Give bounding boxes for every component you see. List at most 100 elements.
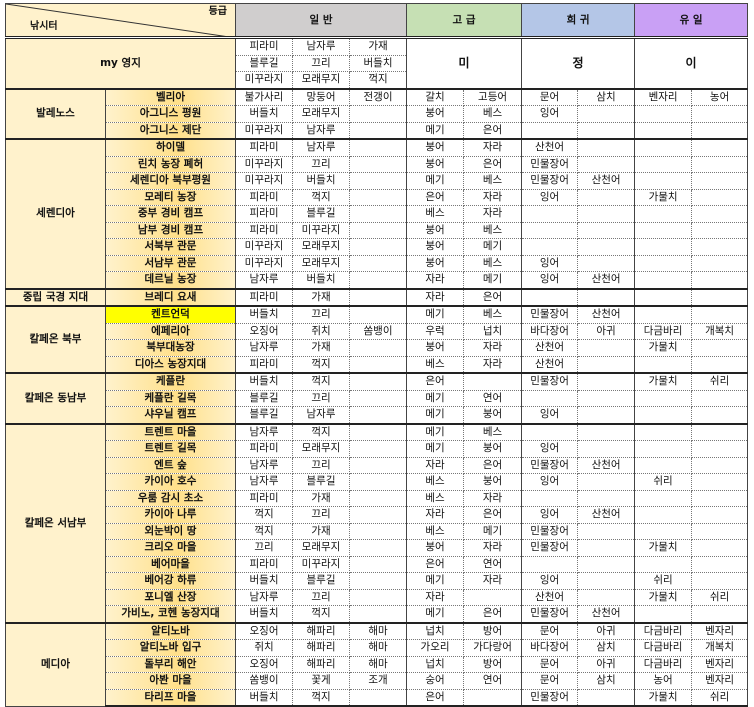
fish-cell-rare: 잉어 [521,506,579,524]
location-row: 북부대농장 남자루 가재 붕어 자라 산천어 가물치 [6,339,749,357]
fish-cell-high: 은어 [406,555,465,573]
fish-cell-normal [348,605,408,623]
fish-cell-normal: 미꾸라지 [235,155,293,173]
fish-cell-unique [691,105,749,123]
corner-header: 등급 낚시터 [5,3,236,39]
fish-cell-normal: 블루길 [292,205,350,223]
fish-cell-normal [348,539,408,557]
fish-cell-high: 메기 [463,271,523,289]
fish-cell-rare [577,440,636,458]
fish-cell-unique: 벤자리 [634,87,693,106]
fish-cell-normal: 블루길 [292,572,350,590]
location-row: 가비노, 코헨 농장지대 버들치 꺽지 메기 은어 민물장어 산천어 [6,605,749,623]
location-row: 세렌디아 하이델 피라미 남자루 붕어 자라 산천어 [5,138,749,289]
fish-cell-normal: 버들치 [292,172,350,190]
fish-cell-high: 연어 [463,389,523,407]
fish-cell-normal: 피라미 [235,287,293,307]
fish-cell-unique: 다금바리 [634,322,693,340]
fish-cell-normal [348,440,408,458]
location-cell: 카이아 나루 [105,506,236,524]
fish-cell-high: 갈치 [406,87,465,106]
fish-cell-high: 자라 [406,287,465,307]
fish-cell-unique [691,155,749,173]
fish-cell-rare: 잉어 [521,105,579,123]
fish-cell-high: 베스 [406,355,465,374]
fish-cell-normal: 남자루 [235,422,293,441]
fish-cell-rare [577,389,636,407]
fish-cell-unique: 쉬리 [691,688,749,707]
fish-cell-unique [691,287,749,307]
fish-cell-normal: 블루길 [235,406,293,424]
fish-cell-high: 붕어 [406,138,465,157]
fish-cell-unique: 다금바리 [634,655,693,673]
spot-label: 낚시터 [30,21,58,32]
fish-cell-rare: 산천어 [577,605,636,623]
fish-cell-rare [577,555,636,573]
fish-cell-high: 자라 [463,339,523,357]
fish-cell-rare: 산천어 [521,355,579,374]
location-row: 크리오 마을 끄리 모래무지 붕어 자라 민물장어 가물치 [6,539,749,557]
fish-cell-normal: 남자루 [292,406,350,424]
fish-cell-high: 넙치 [463,322,523,340]
fish-cell-normal: 모래무지 [292,238,350,256]
fish-cell-rare [577,121,636,140]
fish-cell-normal: 모래무지 [292,440,350,458]
fish-cell-normal [348,473,408,491]
fish-cell-normal: 피라미 [235,188,293,206]
fish-cell-rare: 문어 [521,621,579,640]
fish-cell-high: 연어 [463,555,523,573]
fish-cell-unique [691,188,749,206]
fish-cell-unique [634,221,693,239]
fish-cell-normal: 해마 [348,621,408,640]
fish-cell-rare: 삼치 [577,639,636,657]
fish-cell-normal: 끄리 [292,506,350,524]
fish-cell-rare [577,572,636,590]
fish-cell-rare: 산천어 [521,138,579,157]
fish-cell-normal [348,406,408,424]
fish-cell-unique [691,473,749,491]
fish-cell-normal: 꺽지 [292,188,350,206]
fish-cell-rare [577,138,636,157]
fish-cell-unique [634,254,693,272]
fish-cell-normal: 남자루 [235,588,293,606]
fish-cell-high: 은어 [463,155,523,173]
fish-cell-normal [348,572,408,590]
fish-cell-rare: 잉어 [521,572,579,590]
fish-cell-rare [577,238,636,256]
fish-cell-unique [691,221,749,239]
fish-cell-high: 자라 [406,456,465,474]
fish-cell-unique: 가물치 [634,188,693,206]
fish-cell-high: 은어 [463,287,523,307]
fish-cell-unique [691,254,749,272]
region-cell: 칼페온 서남부 [5,422,106,623]
fish-cell-normal: 끄리 [292,305,350,324]
fish-cell-unique: 쉬리 [691,588,749,606]
fish-cell-unique [691,555,749,573]
fish-cell-normal: 버들치 [235,572,293,590]
fish-cell-rare: 산천어 [521,588,579,606]
fish-cell-normal: 해파리 [292,639,350,657]
location-cell: 아그니스 제단 [105,121,236,140]
fish-cell-high: 베스 [463,105,523,123]
fish-cell-high: 숭어 [406,672,465,690]
fish-cell-normal: 버들치 [235,105,293,123]
location-row: 디아스 농장지대 피라미 꺽지 베스 자라 산천어 [6,355,749,374]
fish-cell-rare [577,473,636,491]
fish-cell-rare [577,339,636,357]
fish-cell-normal [348,155,408,173]
fish-cell: 모래무지 [292,71,350,89]
fish-cell-normal: 버들치 [235,305,293,324]
header-unique: 유 일 [634,3,749,39]
my-territory-rare: 정 [521,37,636,89]
fish-cell-normal: 미꾸라지 [292,221,350,239]
fish-cell-rare [521,422,579,441]
location-cell: 브레디 요새 [105,287,236,307]
location-cell: 데르닐 농장 [105,271,236,289]
region-cell: 발레노스 [5,87,106,140]
fish-cell-normal [348,506,408,524]
fish-cell-normal [348,105,408,123]
fish-cell-rare: 바다장어 [521,322,579,340]
location-cell: 트렌트 길목 [105,440,236,458]
fish-cell-unique [691,339,749,357]
location-cell: 중부 경비 캠프 [105,205,236,223]
